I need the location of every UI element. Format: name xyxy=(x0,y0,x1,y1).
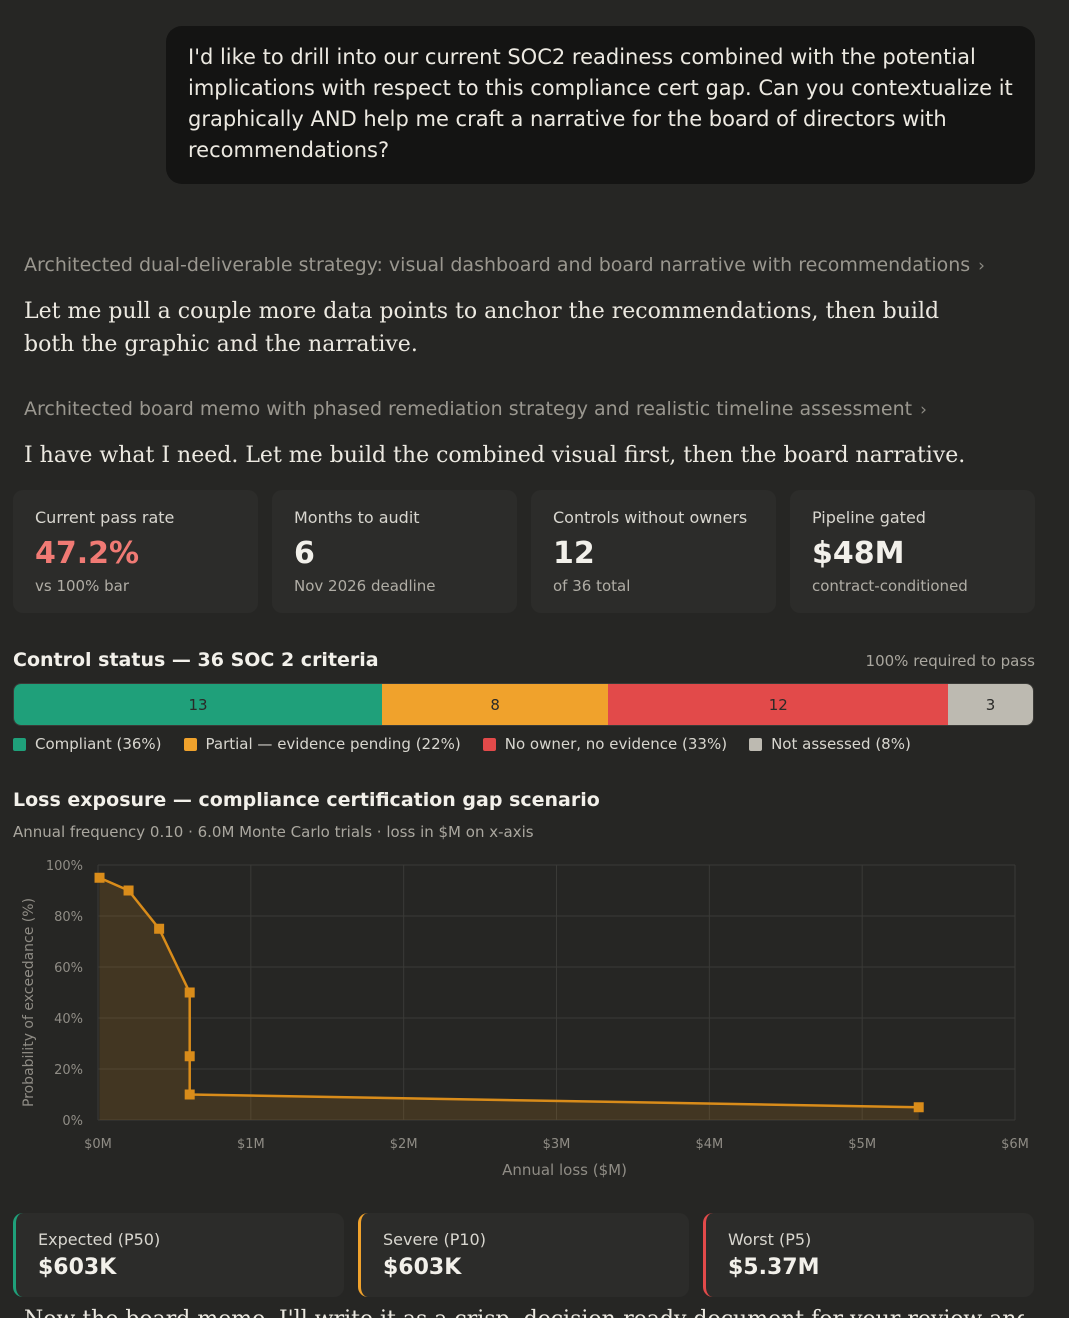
loss-exposure-title: Loss exposure — compliance certification… xyxy=(13,789,600,811)
y-tick-label: 60% xyxy=(54,961,83,976)
legend-label: Partial — evidence pending (22%) xyxy=(205,735,461,753)
control-status-bar: 13 8 12 3 xyxy=(13,683,1034,726)
metric-label: Months to audit xyxy=(294,508,420,527)
metric-sub: contract-conditioned xyxy=(812,577,968,595)
legend-swatch xyxy=(183,737,197,751)
metric-sub: Nov 2026 deadline xyxy=(294,577,436,595)
thinking-label: Architected dual-deliverable strategy: v… xyxy=(24,254,971,276)
stat-value: $603K xyxy=(383,1255,462,1280)
data-point xyxy=(184,987,195,998)
y-tick-label: 40% xyxy=(54,1012,83,1027)
metric-label: Pipeline gated xyxy=(812,508,926,527)
data-point xyxy=(123,885,134,896)
metric-value: 6 xyxy=(294,536,315,571)
y-tick-label: 80% xyxy=(54,910,83,925)
legend-label: Not assessed (8%) xyxy=(771,735,911,753)
metric-sub: vs 100% bar xyxy=(35,577,129,595)
series-line xyxy=(99,876,919,1109)
metric-label: Current pass rate xyxy=(35,508,175,527)
data-point xyxy=(184,1051,195,1062)
user-message-text: I'd like to drill into our current SOC2 … xyxy=(188,45,1013,162)
legend-swatch xyxy=(13,737,26,751)
stat-card-severe: Severe (P10) $603K xyxy=(358,1213,689,1297)
control-status-title: Control status — 36 SOC 2 criteria xyxy=(13,649,379,671)
y-tick-label: 0% xyxy=(62,1114,83,1129)
data-point xyxy=(94,872,105,883)
assistant-paragraph-1: Let me pull a couple more data points to… xyxy=(24,299,940,357)
data-point xyxy=(154,923,165,934)
chevron-right-icon: › xyxy=(978,256,985,276)
y-axis-label: Probability of exceedance (%) xyxy=(21,898,37,1107)
thinking-label: Architected board memo with phased remed… xyxy=(24,398,913,420)
stat-value: $5.37M xyxy=(728,1255,820,1280)
thinking-summary-2[interactable]: Architected board memo with phased remed… xyxy=(24,398,927,420)
control-status-note: 100% required to pass xyxy=(865,652,1035,670)
legend-swatch xyxy=(749,737,763,751)
data-point xyxy=(184,1089,195,1100)
status-segment-1: 8 xyxy=(381,684,609,725)
assistant-paragraph-3: Now the board memo. I'll write it as a c… xyxy=(24,1303,1024,1318)
x-tick-label: $0M xyxy=(84,1137,112,1152)
legend-item-2: No owner, no evidence (33%) xyxy=(482,735,728,753)
stat-value: $603K xyxy=(38,1255,117,1280)
legend-swatch xyxy=(482,737,496,751)
metric-value: 12 xyxy=(553,536,595,571)
x-tick-label: $1M xyxy=(237,1137,265,1152)
thinking-summary-1[interactable]: Architected dual-deliverable strategy: v… xyxy=(24,254,985,276)
x-axis-label: Annual loss ($M) xyxy=(502,1161,627,1179)
legend-label: No owner, no evidence (33%) xyxy=(504,735,728,753)
metric-card-pass-rate: Current pass rate 47.2% vs 100% bar xyxy=(13,490,258,613)
user-message-bubble: I'd like to drill into our current SOC2 … xyxy=(166,26,1035,184)
metric-card-pipeline: Pipeline gated $48M contract-conditioned xyxy=(790,490,1035,613)
chevron-right-icon: › xyxy=(920,400,927,420)
legend-label: Compliant (36%) xyxy=(35,735,162,753)
stat-label: Severe (P10) xyxy=(383,1230,486,1249)
status-segment-3: 3 xyxy=(948,684,1033,725)
data-point xyxy=(913,1102,924,1113)
legend-item-3: Not assessed (8%) xyxy=(749,735,911,753)
assistant-paragraph-2: I have what I need. Let me build the com… xyxy=(24,443,966,468)
metric-card-controls: Controls without owners 12 of 36 total xyxy=(531,490,776,613)
status-segment-0: 13 xyxy=(14,684,382,725)
stat-card-expected: Expected (P50) $603K xyxy=(13,1213,344,1297)
series-area xyxy=(99,877,919,1120)
metric-value: $48M xyxy=(812,536,905,571)
x-tick-label: $5M xyxy=(848,1137,876,1152)
stat-card-worst: Worst (P5) $5.37M xyxy=(703,1213,1034,1297)
status-segment-2: 12 xyxy=(608,684,949,725)
metric-sub: of 36 total xyxy=(553,577,631,595)
metric-card-months: Months to audit 6 Nov 2026 deadline xyxy=(272,490,517,613)
metric-value: 47.2% xyxy=(35,536,140,571)
x-tick-label: $2M xyxy=(390,1137,418,1152)
legend-item-0: Compliant (36%) xyxy=(13,735,162,753)
x-tick-label: $6M xyxy=(1001,1137,1029,1152)
x-tick-label: $3M xyxy=(543,1137,571,1152)
y-tick-label: 20% xyxy=(54,1063,83,1078)
legend-item-1: Partial — evidence pending (22%) xyxy=(183,735,461,753)
loss-exceedance-chart: $0M $1M $2M $3M $4M $5M $6M 0% 20% 40% 60% 80% 100% A… xyxy=(21,859,1029,1179)
metric-label: Controls without owners xyxy=(553,508,748,527)
control-status-legend: Compliant (36%) Partial — evidence pendin… xyxy=(13,735,933,753)
stat-label: Worst (P5) xyxy=(728,1230,812,1249)
x-tick-label: $4M xyxy=(695,1137,723,1152)
y-tick-label: 100% xyxy=(46,859,83,874)
stat-label: Expected (P50) xyxy=(38,1230,161,1249)
loss-exposure-subtitle: Annual frequency 0.10 · 6.0M Monte Carlo… xyxy=(13,823,534,841)
